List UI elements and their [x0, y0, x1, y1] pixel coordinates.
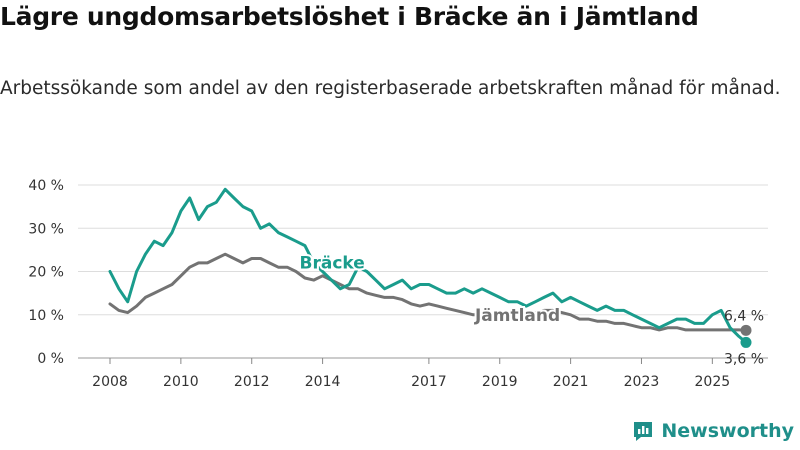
- axis-layer: 0 % 10 % 20 % 30 % 40 % 2008 2010 2012 2014 2017 2…: [28, 178, 730, 390]
- x-tick-label: 2012: [234, 374, 270, 390]
- end-point-jamtland: [740, 324, 752, 336]
- x-tick-label: 2008: [92, 374, 128, 390]
- brand-name: Newsworthy: [661, 420, 794, 442]
- end-label-jamtland: 6,4 %: [724, 308, 764, 324]
- brand-logo: Newsworthy: [631, 419, 794, 443]
- x-tick-label: 2014: [305, 374, 341, 390]
- x-tick-label: 2021: [553, 374, 589, 390]
- y-tick-label: 0 %: [37, 351, 64, 367]
- y-tick-label: 30 %: [28, 221, 64, 237]
- x-tick-label: 2017: [411, 374, 447, 390]
- chart-title: Lägre ungdomsarbetslöshet i Bräcke än i …: [0, 2, 699, 31]
- y-tick-label: 10 %: [28, 308, 64, 324]
- x-tick-label: 2023: [624, 374, 660, 390]
- series-label-bracke: Bräcke: [300, 253, 365, 273]
- chart-subtitle: Arbetssökande som andel av den registerb…: [0, 78, 781, 99]
- x-tick-label: 2019: [482, 374, 518, 390]
- series-layer: [108, 187, 752, 348]
- y-tick-label: 40 %: [28, 178, 64, 194]
- end-label-bracke: 3,6 %: [724, 351, 764, 367]
- grid-layer: [78, 184, 768, 359]
- series-line-jamtland: [108, 252, 748, 332]
- series-line-bracke: [108, 187, 748, 344]
- line-chart: 0 % 10 % 20 % 30 % 40 % 2008 2010 2012 2014 2017 2…: [28, 178, 768, 390]
- label-layer: 3,6 % 6,4 % Bräcke Jämtland: [298, 251, 764, 367]
- series-label-jamtland: Jämtland: [474, 306, 560, 326]
- x-tick-label: 2025: [695, 374, 731, 390]
- y-tick-label: 20 %: [28, 265, 64, 281]
- x-tick-label: 2010: [163, 374, 199, 390]
- end-point-bracke: [740, 336, 752, 348]
- newsworthy-icon: [634, 422, 653, 441]
